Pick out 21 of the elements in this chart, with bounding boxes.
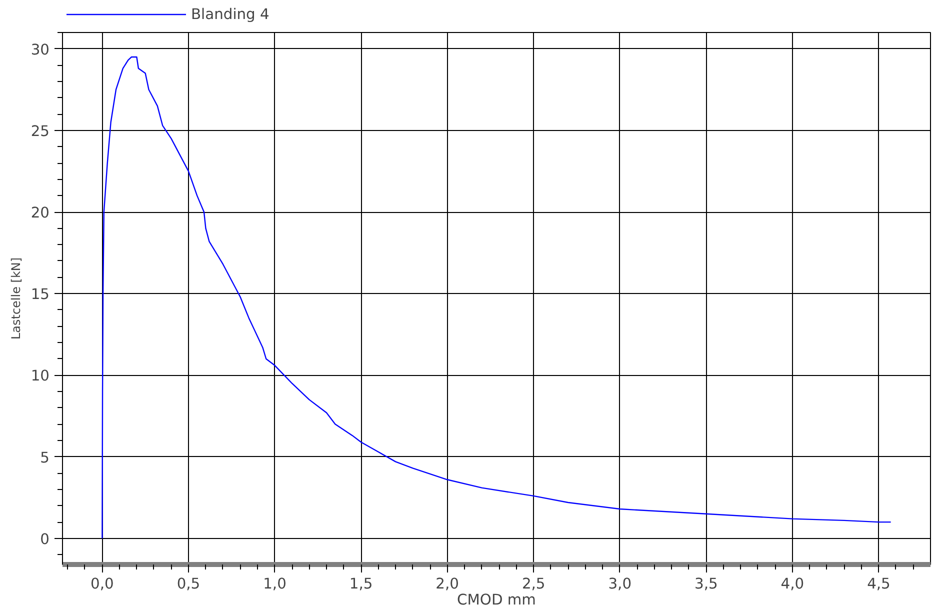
y-tick-label: 30	[30, 41, 50, 58]
x-tick-label: 3,5	[694, 576, 718, 592]
x-tick-label: 0,0	[90, 576, 114, 592]
y-tick-label: 25	[30, 122, 50, 140]
x-axis-title: CMOD mm	[457, 592, 536, 608]
x-tick-label: 0,5	[176, 576, 200, 592]
y-tick-label: 5	[40, 449, 50, 466]
y-tick-label: 0	[40, 530, 50, 548]
x-tick-label: 2,5	[522, 576, 546, 592]
y-axis-title: Lastcelle [kN]	[8, 257, 23, 340]
y-tick-label: 20	[30, 204, 50, 222]
text: Blanding 4	[191, 6, 270, 22]
x-tick-label: 1,5	[349, 576, 373, 592]
y-tick-label: 10	[30, 368, 50, 385]
y-tick-label: 15	[30, 286, 50, 304]
x-tick-label: 3,0	[608, 576, 632, 592]
line-series	[102, 56, 892, 539]
x-tick-label: 4,5	[867, 576, 890, 592]
x-tick-label: 4,0	[780, 576, 804, 592]
x-tick-label: 2,0	[436, 576, 459, 592]
x-tick-label: 1,0	[263, 576, 286, 592]
